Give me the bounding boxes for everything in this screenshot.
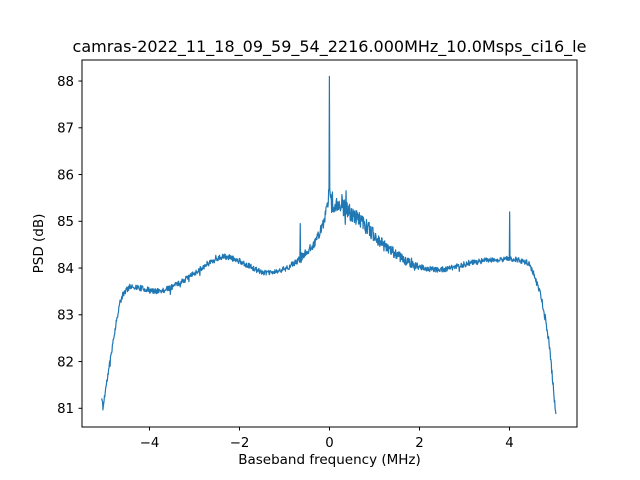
y-tick-label: 85	[57, 215, 74, 230]
y-tick-label: 86	[57, 168, 74, 183]
y-tick-label: 88	[57, 75, 74, 90]
y-axis-ticks: 81 82 83 84 85 86 87 88	[57, 75, 82, 417]
x-tick-label: 4	[505, 436, 513, 451]
x-axis-ticks: −4 −2 0 2 4	[140, 427, 514, 451]
x-tick-label: −4	[140, 436, 160, 451]
y-tick-label: 81	[57, 402, 74, 417]
x-tick-label: −2	[230, 436, 250, 451]
x-axis-label: Baseband frequency (MHz)	[238, 452, 421, 468]
chart-title: camras-2022_11_18_09_59_54_2216.000MHz_1…	[73, 37, 587, 57]
y-tick-label: 84	[57, 262, 74, 277]
y-tick-label: 82	[57, 355, 74, 370]
x-tick-label: 2	[415, 436, 423, 451]
y-tick-label: 83	[57, 309, 74, 324]
y-axis-label: PSD (dB)	[31, 214, 47, 274]
y-tick-label: 87	[57, 122, 74, 137]
x-tick-label: 0	[325, 436, 333, 451]
psd-trace	[101, 75, 557, 415]
